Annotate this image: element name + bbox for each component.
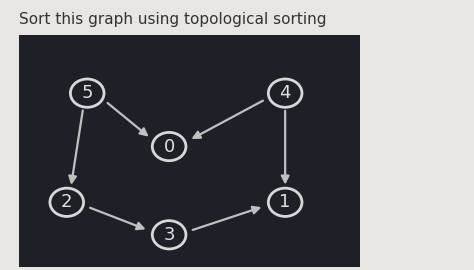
Text: 0: 0 [164, 137, 175, 156]
Text: 1: 1 [280, 193, 291, 211]
FancyBboxPatch shape [19, 35, 360, 267]
Text: 3: 3 [164, 226, 175, 244]
Text: 4: 4 [279, 84, 291, 102]
Text: 2: 2 [61, 193, 73, 211]
Text: Sort this graph using topological sorting: Sort this graph using topological sortin… [19, 12, 327, 27]
Text: 5: 5 [82, 84, 93, 102]
